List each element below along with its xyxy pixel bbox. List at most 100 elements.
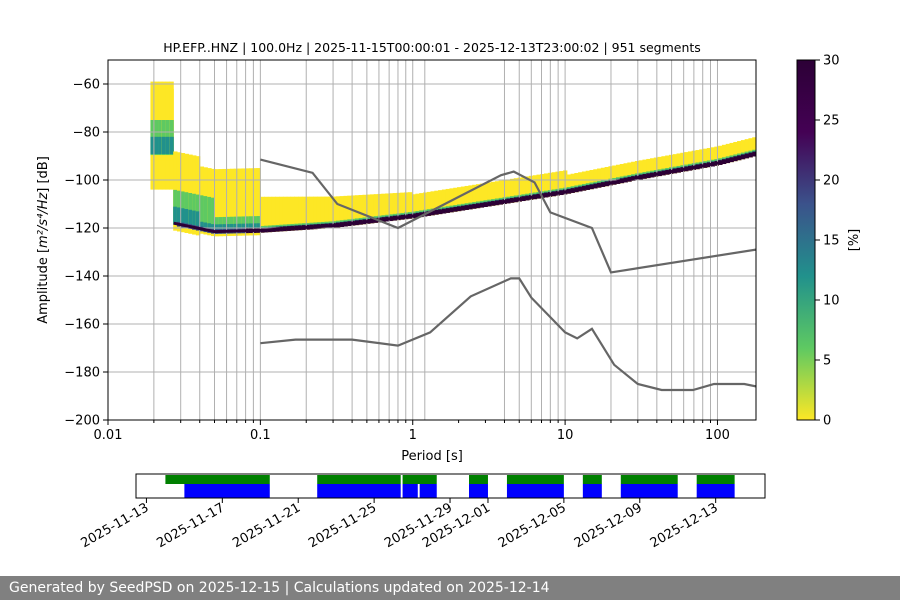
heat-cell [245,168,250,236]
heat-cell [396,192,401,221]
date-tick-label: 2025-12-13 [648,500,721,551]
heat-cell [165,136,170,155]
colorbar-gradient [797,60,815,420]
heat-cell [457,187,462,212]
heat-cell [248,168,254,236]
heat-cell [513,178,519,203]
heat-cell [385,193,390,222]
heat-cell [525,176,530,201]
availability-segments-blue [184,484,735,498]
date-tick-label: 2025-12-09 [572,500,645,551]
heat-cell [593,169,598,189]
plot-frame [107,59,757,421]
heat-cell [241,168,246,236]
availability-green-segment [469,475,488,484]
availability-blue-segment [419,484,437,498]
heat-cell [627,162,632,182]
heat-cell [672,154,678,174]
heat-cell [354,195,360,226]
date-tick-label: 2025-11-13 [78,500,151,551]
heat-cell [373,194,379,223]
availability-green-segment [582,475,602,484]
heat-cell [600,167,606,187]
x-tick-label: 0.01 [94,428,123,443]
colorbar-ticks: 0 5 10 15 20 25 30 [815,54,840,429]
heat-cell [718,145,723,165]
availability-blue-segment [402,484,418,498]
mode-line-path [173,152,756,234]
availability-blue-segment [317,484,401,498]
heat-cell [335,196,341,228]
heat-cell [566,174,572,194]
heat-cell [574,172,579,193]
heat-cell [646,158,651,179]
mode-line [173,152,756,234]
heat-cell [483,182,488,207]
availability-green-segment [506,475,564,484]
availability-date-ticks: 2025-11-13 2025-11-17 2025-11-21 2025-11-25… [78,498,721,551]
heat-cell [188,209,193,228]
heat-cell [381,193,386,222]
heat-cell [294,196,299,231]
heat-cell [222,168,227,237]
availability-segments-green [165,475,735,484]
heat-cell [407,192,413,219]
availability-blue-segment [184,484,270,498]
heat-cell [332,196,337,228]
heat-cell [415,193,420,218]
y-tick-label: −140 [64,270,100,285]
heat-cell [706,147,712,168]
heat-cell [226,168,231,237]
x-tick-label: 0.1 [250,428,271,443]
heat-cell [703,148,708,168]
heat-cell [282,196,288,232]
y-tick-label: −160 [64,318,100,333]
heat-cell [634,161,640,181]
heat-cell [559,171,564,196]
heat-cell [710,147,715,167]
availability-blue-segment [469,484,488,498]
heat-cell [324,196,329,229]
heat-cell [305,196,311,230]
heat-cell [657,156,662,177]
heat-cell [532,175,538,200]
heat-cell [752,137,756,157]
y-tick-label: −180 [64,366,100,381]
heat-cell [638,160,644,180]
heat-cell [309,196,314,230]
heat-cell [316,196,322,229]
availability-bar: 2025-11-13 2025-11-17 2025-11-21 2025-11-25… [78,473,766,551]
heat-cell [642,159,647,179]
heat-cell [267,196,273,233]
heat-cell [199,195,205,231]
heat-cell [748,138,753,158]
psd-heatmap [150,81,756,237]
heat-cell [256,223,261,231]
date-tick-label: 2025-11-25 [306,500,379,551]
y-tick-label: −60 [73,78,100,93]
heat-cell [180,208,186,226]
heat-cell [207,196,212,232]
availability-blue-segment [696,484,735,498]
heat-cell [494,181,500,206]
heat-cell [298,196,303,231]
y-axis-label-prefix: Amplitude [ [36,248,51,324]
heat-cell [491,181,496,206]
heat-cell [392,193,398,221]
y-tick-label: −120 [64,222,100,237]
heat-cell [464,185,469,210]
heat-cell [237,168,242,236]
heat-cell [460,186,466,211]
heat-cell [725,143,731,164]
x-tick-label: 1 [409,428,417,443]
heat-cell [400,192,405,220]
heat-cell [676,153,681,173]
heat-cell [169,136,174,155]
heat-cell [260,196,265,233]
heat-cell [744,139,750,159]
heat-cell [631,161,636,181]
heat-cell [578,172,583,192]
heat-cell [158,136,163,155]
noise-models [260,158,756,392]
heat-cell [468,185,473,210]
